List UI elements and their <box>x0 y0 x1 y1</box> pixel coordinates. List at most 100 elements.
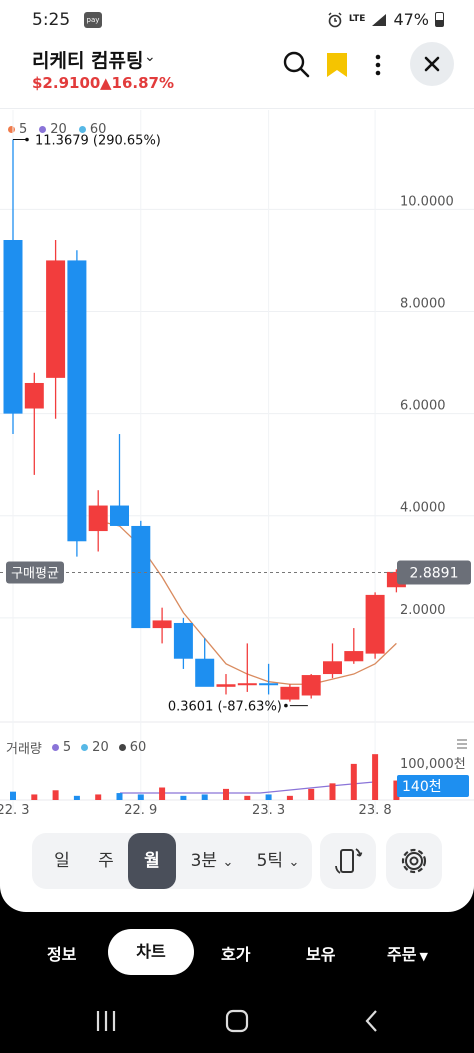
back-icon[interactable] <box>362 1008 382 1034</box>
volume-title: 거래량 <box>6 742 42 757</box>
recent-apps-icon[interactable] <box>94 1008 118 1034</box>
chevron-down-icon[interactable]: ⌄ <box>144 49 156 65</box>
stock-name[interactable]: 리케티 컴퓨팅 <box>32 50 144 72</box>
candle-body[interactable] <box>173 622 193 659</box>
home-icon[interactable] <box>224 1008 250 1034</box>
volume-bar <box>10 791 16 800</box>
search-icon[interactable] <box>282 50 310 78</box>
period-tab-3min[interactable]: 3분 ⌄ <box>182 833 242 889</box>
period-selector: 일 주 월 3분 ⌄ 5틱 ⌄ <box>32 833 312 889</box>
tab-order[interactable]: 주문 ▼ <box>387 941 428 965</box>
rotate-screen-button[interactable] <box>320 833 376 889</box>
candle-body[interactable] <box>152 620 172 629</box>
status-bar: 5:25 pay LTE 47% <box>0 0 474 40</box>
battery-icon <box>435 12 444 27</box>
min-annotation-dot <box>284 703 288 708</box>
volume-bar <box>31 794 38 800</box>
tab-orderbook[interactable]: 호가 <box>221 945 251 964</box>
close-button[interactable] <box>410 42 454 86</box>
volume-bar <box>372 754 379 800</box>
candle-body[interactable] <box>280 686 300 700</box>
tab-chart[interactable]: 차트 <box>108 929 194 975</box>
chart-settings-button[interactable] <box>386 833 442 889</box>
status-time: 5:25 <box>32 10 71 30</box>
y-tick-label: 8.0000 <box>400 296 446 311</box>
period-tab-week[interactable]: 주 <box>98 851 114 871</box>
volume-bar <box>137 794 144 800</box>
vol-legend-item-20: 20 <box>81 740 109 755</box>
rotate-icon <box>335 848 363 874</box>
period-tab-5tick-label: 5틱 <box>256 851 284 871</box>
y-tick-label: 4.0000 <box>400 501 446 516</box>
tab-info[interactable]: 정보 <box>47 945 77 964</box>
volume-current-text: 140천 <box>402 779 442 795</box>
max-annotation-dot <box>25 137 29 142</box>
price-change: ▲16.87% <box>100 74 175 92</box>
y-tick-label: 2.0000 <box>400 603 446 618</box>
x-tick-label: 22. 9 <box>124 803 157 818</box>
period-tab-3min-label: 3분 <box>190 851 218 871</box>
candle-body[interactable] <box>46 260 66 378</box>
price-chart[interactable]: 10.0000 8.0000 6.0000 4.0000 2.0000 22. 3 22. … <box>0 110 474 825</box>
candle-body[interactable] <box>88 505 108 532</box>
more-icon[interactable] <box>368 52 388 78</box>
header-divider <box>0 108 474 109</box>
candle-body[interactable] <box>67 260 87 542</box>
volume-legend[interactable]: 거래량 5 20 60 <box>6 738 146 757</box>
volume-scale-label: 100,000천 <box>400 757 466 772</box>
candle-body[interactable] <box>301 675 321 696</box>
candle-body[interactable] <box>237 683 257 686</box>
volume-bar <box>329 783 336 800</box>
period-tab-5tick[interactable]: 5틱 ⌄ <box>248 833 308 889</box>
candle-body[interactable] <box>323 661 342 675</box>
tab-holdings[interactable]: 보유 <box>306 945 336 964</box>
caret-down-icon: ▼ <box>419 950 428 963</box>
x-tick-label: 23. 8 <box>359 803 392 818</box>
volume-bar <box>244 795 251 800</box>
candle-body[interactable] <box>3 240 23 414</box>
alarm-icon <box>328 11 342 27</box>
volume-bar <box>350 763 357 800</box>
volume-current-badge <box>397 775 469 797</box>
max-annotation: 11.3679 (290.65%) <box>35 134 161 149</box>
app-screen: 5:25 pay LTE 47% 리케티 컴퓨팅 ⌄ $2.9100 ▲16.8… <box>0 0 474 912</box>
volume-bar <box>159 787 166 800</box>
gear-icon <box>401 848 427 874</box>
candle-body[interactable] <box>344 651 364 662</box>
candle-body[interactable] <box>365 594 385 654</box>
period-tab-month[interactable]: 월 <box>128 833 176 889</box>
current-price-text: 2.8891 <box>410 565 459 581</box>
status-right: LTE 47% <box>327 10 444 29</box>
x-tick-label: 22. 3 <box>0 803 30 818</box>
volume-bar <box>265 794 272 800</box>
candle-body[interactable] <box>24 382 44 409</box>
min-annotation: 0.3601 (-87.63%) <box>168 700 282 715</box>
candle-body[interactable] <box>131 525 151 629</box>
bookmark-icon[interactable] <box>325 52 349 78</box>
battery-percent: 47% <box>393 10 429 29</box>
signal-icon <box>372 13 387 26</box>
candle-body[interactable] <box>259 683 279 686</box>
candle-body[interactable] <box>216 684 236 687</box>
period-tab-day[interactable]: 일 <box>54 851 70 871</box>
volume-bar <box>52 790 59 800</box>
ma-legend-item-60: 60 <box>78 122 106 137</box>
volume-bar <box>180 795 187 800</box>
volume-bar <box>286 795 293 800</box>
volume-bar <box>73 795 80 800</box>
ma-legend-item-20: 20 <box>39 122 67 137</box>
chevron-down-icon: ⌄ <box>222 855 234 870</box>
chevron-down-icon: ⌄ <box>288 855 300 870</box>
x-tick-label: 23. 3 <box>252 803 285 818</box>
pay-badge-icon: pay <box>84 12 102 28</box>
ma-legend[interactable]: 5 20 60 <box>8 122 106 137</box>
volume-menu-icon[interactable] <box>457 739 467 749</box>
candle-body[interactable] <box>110 505 129 526</box>
volume-bar <box>116 793 123 800</box>
vol-legend-item-60: 60 <box>118 740 146 755</box>
vol-legend-item-5: 5 <box>51 740 71 755</box>
volume-bar <box>308 788 315 800</box>
stock-price: $2.9100 <box>32 74 101 92</box>
volume-bar <box>223 788 229 800</box>
candle-body[interactable] <box>195 658 215 687</box>
